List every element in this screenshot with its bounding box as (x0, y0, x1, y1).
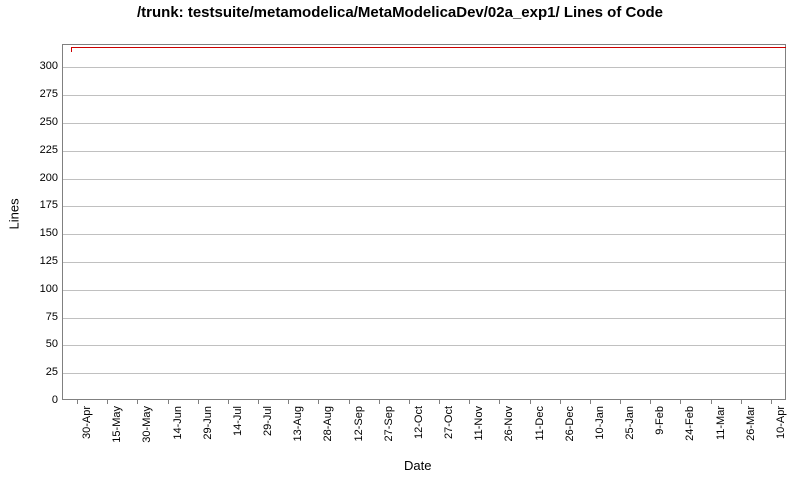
y-tick-label: 125 (40, 255, 58, 267)
x-tick-label: 29-Jul (262, 406, 274, 436)
x-axis-label: Date (404, 458, 431, 473)
x-tick-label: 25-Jan (624, 406, 636, 440)
series-start-tick (71, 47, 72, 52)
x-tick-mark (560, 400, 561, 404)
x-tick-mark (137, 400, 138, 404)
y-tick-label: 300 (40, 60, 58, 72)
x-tick-label: 27-Oct (443, 406, 455, 439)
x-tick-mark (680, 400, 681, 404)
gridline (63, 345, 785, 346)
y-axis-label: Lines (7, 214, 22, 230)
x-tick-label: 11-Dec (534, 406, 546, 441)
x-tick-label: 9-Feb (654, 406, 666, 435)
x-tick-label: 30-May (141, 406, 153, 443)
x-tick-mark (741, 400, 742, 404)
x-tick-label: 10-Jan (594, 406, 606, 440)
gridline (63, 67, 785, 68)
y-tick-label: 100 (40, 283, 58, 295)
x-tick-label: 12-Sep (353, 406, 365, 441)
x-tick-mark (469, 400, 470, 404)
x-tick-label: 24-Feb (684, 406, 696, 441)
x-tick-mark (590, 400, 591, 404)
x-tick-label: 11-Nov (473, 406, 485, 441)
x-tick-label: 11-Mar (715, 406, 727, 440)
chart-title: /trunk: testsuite/metamodelica/MetaModel… (0, 4, 800, 22)
x-tick-mark (439, 400, 440, 404)
y-tick-label: 250 (40, 116, 58, 128)
x-tick-mark (530, 400, 531, 404)
x-tick-label: 12-Oct (413, 406, 425, 439)
gridline (63, 262, 785, 263)
x-tick-mark (499, 400, 500, 404)
x-tick-label: 26-Mar (745, 406, 757, 441)
x-tick-mark (107, 400, 108, 404)
gridline (63, 373, 785, 374)
x-tick-label: 28-Aug (322, 406, 334, 441)
x-tick-mark (318, 400, 319, 404)
x-tick-mark (258, 400, 259, 404)
x-tick-mark (228, 400, 229, 404)
y-tick-label: 0 (52, 394, 58, 406)
x-tick-label: 14-Jul (232, 406, 244, 436)
x-tick-label: 26-Dec (564, 406, 576, 441)
x-tick-mark (198, 400, 199, 404)
gridline (63, 234, 785, 235)
y-tick-label: 275 (40, 88, 58, 100)
x-tick-label: 30-Apr (81, 406, 93, 439)
chart-container: /trunk: testsuite/metamodelica/MetaModel… (0, 0, 800, 500)
y-tick-label: 200 (40, 172, 58, 184)
y-tick-label: 50 (46, 338, 58, 350)
x-tick-label: 10-Apr (775, 406, 787, 439)
gridline (63, 206, 785, 207)
gridline (63, 95, 785, 96)
x-tick-mark (349, 400, 350, 404)
series-line (71, 47, 786, 48)
gridline (63, 318, 785, 319)
y-tick-label: 25 (46, 366, 58, 378)
x-tick-label: 13-Aug (292, 406, 304, 441)
x-tick-mark (77, 400, 78, 404)
x-tick-label: 14-Jun (172, 406, 184, 440)
y-tick-label: 225 (40, 144, 58, 156)
x-tick-label: 27-Sep (383, 406, 395, 441)
x-tick-mark (711, 400, 712, 404)
x-tick-mark (620, 400, 621, 404)
plot-area (62, 44, 786, 400)
x-tick-mark (409, 400, 410, 404)
y-tick-label: 150 (40, 227, 58, 239)
x-tick-mark (288, 400, 289, 404)
x-tick-mark (168, 400, 169, 404)
gridline (63, 290, 785, 291)
x-tick-mark (379, 400, 380, 404)
x-tick-mark (771, 400, 772, 404)
x-tick-label: 29-Jun (202, 406, 214, 440)
x-tick-mark (650, 400, 651, 404)
y-tick-label: 175 (40, 199, 58, 211)
x-tick-label: 15-May (111, 406, 123, 443)
y-tick-label: 75 (46, 311, 58, 323)
gridline (63, 151, 785, 152)
gridline (63, 123, 785, 124)
x-tick-label: 26-Nov (503, 406, 515, 441)
gridline (63, 179, 785, 180)
